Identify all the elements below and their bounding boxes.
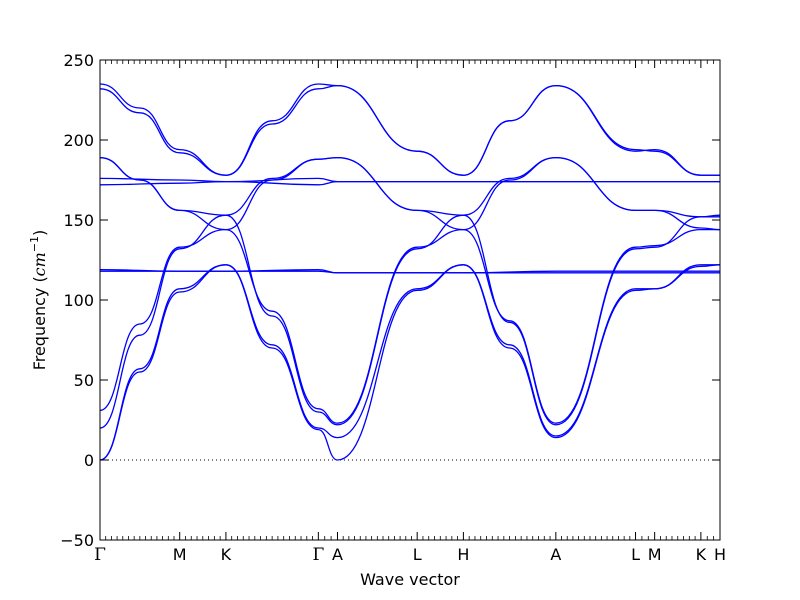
band-line-1 [99,264,721,461]
x-tick-label: M [173,545,187,564]
x-tick-label: K [221,545,232,564]
x-tick-label: Γ [312,545,324,565]
x-tick-label: H [457,545,469,564]
y-tick-label: 150 [63,211,94,230]
band-line-8 [99,156,720,218]
y-tick-label: 250 [63,51,94,70]
y-tick-label: 50 [74,371,94,390]
x-tick-label: K [696,545,707,564]
x-tick-label: L [413,545,422,564]
x-axis-title: Wave vector [360,570,460,589]
band-line-12 [99,84,720,176]
x-tick-label: M [648,545,662,564]
band-line-2 [99,264,720,461]
x-tick-label: A [550,545,561,564]
y-axis-unit: cm [30,252,49,276]
y-tick-label: 100 [63,291,94,310]
plot-frame [99,59,721,541]
y-axis-title: Frequency (cm−1) [28,230,49,371]
x-tick-label: A [332,545,343,564]
band-line-3 [99,214,721,429]
band-line-4 [99,228,720,424]
x-tick-label: Γ [94,545,106,565]
y-tick-label: −50 [60,531,94,550]
band-line-6 [99,268,720,274]
band-line-11 [99,83,720,176]
x-tick-label: H [714,545,726,564]
band-line-10 [99,180,720,186]
y-axis-title-main: Frequency [30,288,49,371]
band-line-7 [99,156,721,231]
x-tick-label: L [631,545,640,564]
y-tick-label: 200 [63,131,94,150]
y-tick-label: 0 [84,451,94,470]
y-axis-unit-exponent: −1 [28,236,41,252]
